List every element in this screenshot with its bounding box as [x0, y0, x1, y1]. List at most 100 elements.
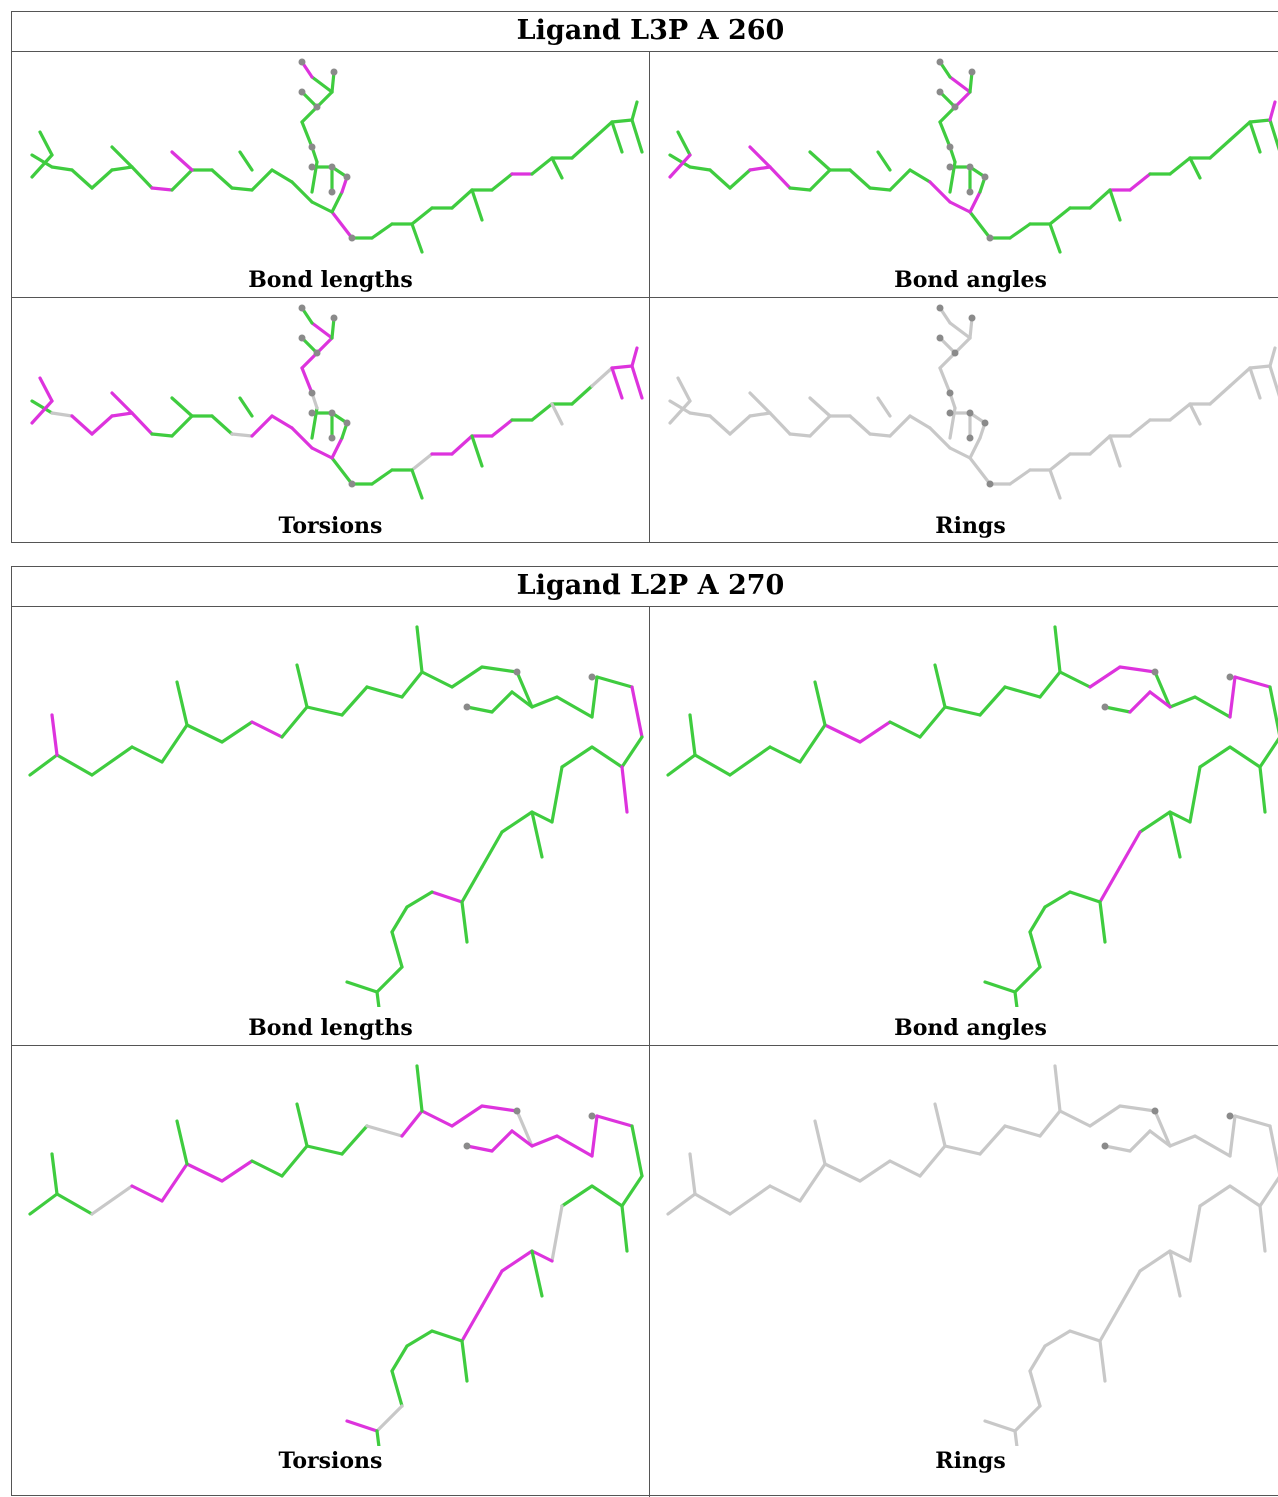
bond: [550, 1204, 564, 1263]
view-bond-lengths: Bond lengths: [12, 607, 649, 1045]
bond: [693, 1192, 732, 1216]
bond: [1188, 156, 1202, 180]
atom: [936, 334, 944, 342]
atom: [966, 163, 974, 171]
bond: [823, 723, 862, 744]
bond: [330, 436, 344, 460]
bond: [868, 432, 892, 438]
bond: [345, 1419, 379, 1433]
bond: [1058, 670, 1092, 689]
bond: [1268, 364, 1278, 397]
bond: [1138, 810, 1172, 834]
bond: [1228, 366, 1252, 388]
bond: [30, 399, 54, 425]
atom: [936, 304, 944, 312]
bond: [50, 713, 59, 757]
view-label: Bond lengths: [248, 1015, 413, 1041]
bond: [290, 180, 314, 204]
bond: [345, 980, 379, 994]
bond: [610, 364, 634, 370]
bond: [300, 105, 319, 124]
bond: [728, 414, 752, 436]
bond: [210, 168, 234, 190]
view-bond-lengths: Bond lengths: [12, 52, 649, 297]
atom: [348, 234, 356, 242]
bond: [595, 675, 634, 689]
bond: [110, 411, 134, 418]
bond: [220, 720, 254, 744]
bond: [375, 1404, 404, 1433]
bond: [410, 468, 424, 500]
bond: [968, 210, 992, 240]
bond: [28, 1192, 59, 1216]
bond: [708, 414, 732, 436]
bond: [365, 1124, 404, 1138]
bond: [1088, 434, 1112, 456]
bond: [1008, 468, 1032, 486]
bond: [560, 1184, 594, 1208]
atom: [1226, 1112, 1234, 1120]
bond: [300, 351, 319, 370]
bond: [938, 105, 957, 124]
bond: [490, 690, 514, 714]
bond: [630, 364, 644, 400]
ligand-title: Ligand L3P A 260: [12, 12, 1278, 52]
bond: [610, 366, 624, 400]
bond: [1068, 1329, 1102, 1343]
bond: [1038, 1109, 1062, 1138]
bond: [948, 321, 972, 340]
bond: [530, 810, 554, 824]
bond: [555, 695, 594, 719]
bond: [1118, 1104, 1157, 1113]
bond: [1003, 685, 1042, 699]
bond: [918, 1144, 947, 1178]
bond: [250, 414, 274, 438]
bond: [876, 396, 892, 418]
atom: [946, 409, 954, 417]
bond: [630, 346, 639, 368]
bond: [460, 1304, 484, 1343]
bond: [823, 1162, 862, 1183]
atom: [1101, 703, 1109, 711]
bond: [55, 1192, 94, 1216]
bond: [1058, 1109, 1092, 1128]
bond: [310, 406, 319, 440]
atom: [1226, 673, 1234, 681]
bond: [300, 90, 319, 109]
bond: [300, 120, 314, 149]
bond: [668, 153, 692, 169]
atom: [588, 673, 596, 681]
bond: [1013, 1404, 1042, 1433]
bond: [480, 1104, 519, 1113]
bond: [375, 965, 404, 994]
bond: [868, 186, 892, 192]
bond: [788, 432, 812, 438]
atom: [348, 480, 356, 488]
bond: [688, 1152, 697, 1196]
atom: [313, 103, 321, 111]
bond: [340, 685, 369, 717]
bond: [768, 411, 792, 436]
bond: [1118, 830, 1142, 869]
atom: [966, 434, 974, 442]
bond: [620, 735, 644, 769]
bond: [768, 165, 792, 190]
bond: [310, 200, 334, 214]
atom: [308, 389, 316, 397]
bond: [250, 720, 284, 739]
bond: [70, 168, 94, 190]
bond: [1048, 452, 1072, 472]
bond: [415, 625, 424, 674]
view-label: Rings: [935, 1448, 1006, 1474]
view-rings: Rings: [650, 298, 1278, 543]
atom: [936, 88, 944, 96]
atom: [936, 58, 944, 66]
bond: [978, 1124, 1007, 1156]
bond: [848, 414, 872, 436]
bond: [30, 153, 54, 179]
bond: [315, 336, 334, 355]
bond: [170, 168, 194, 192]
bond: [1268, 100, 1277, 122]
bond: [1168, 1249, 1182, 1298]
atom: [308, 409, 316, 417]
